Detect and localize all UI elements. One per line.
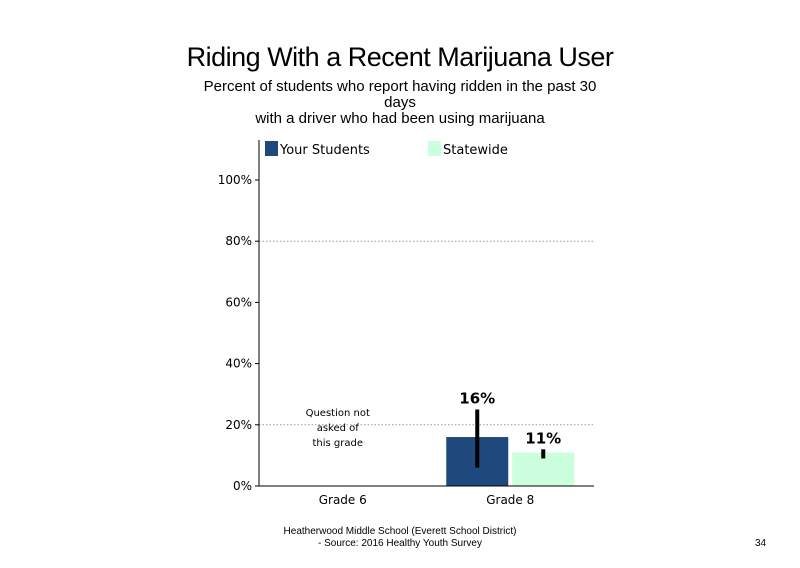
y-axis-ticks: 0% 20% 40% 60% 80% 100%: [218, 173, 259, 493]
no-data-note: Question not asked of this grade: [306, 408, 370, 449]
gridlines: [259, 240, 594, 426]
y-tick-label: 80%: [225, 234, 252, 248]
bars: [446, 409, 575, 486]
legend-swatch-your-students: [265, 141, 278, 156]
subtitle-line-1: Percent of students who report having ri…: [203, 78, 597, 95]
y-tick-label: 60%: [225, 295, 252, 309]
subtitle-line-2: days: [384, 94, 416, 111]
note-line-3: this grade: [312, 438, 363, 449]
y-tick-label: 0%: [233, 479, 252, 493]
chart-subtitle: Percent of students who report having ri…: [170, 79, 630, 127]
x-tick-label-grade-6: Grade 6: [319, 493, 367, 507]
legend: Your Students Statewide: [265, 141, 508, 158]
data-label-your-students-grade-8: 16%: [459, 390, 495, 408]
bar-chart: Your Students Statewide 0% 20% 40% 60% 80% 10…: [218, 140, 594, 507]
footer-line-2: - Source: 2016 Healthy Youth Survey: [318, 538, 482, 549]
footer-line-1: Heatherwood Middle School (Everett Schoo…: [283, 526, 517, 537]
note-line-2: asked of: [317, 423, 360, 434]
legend-swatch-statewide: [428, 141, 441, 156]
data-labels: 16% 11%: [459, 390, 561, 448]
data-label-statewide-grade-8: 11%: [525, 429, 561, 447]
page-number: 34: [755, 538, 767, 549]
chart-title: Riding With a Recent Marijuana User: [186, 42, 614, 72]
legend-label-statewide: Statewide: [443, 143, 508, 158]
note-line-1: Question not: [306, 408, 370, 419]
y-tick-label: 40%: [225, 357, 252, 371]
y-tick-label: 20%: [225, 418, 252, 432]
x-tick-label-grade-8: Grade 8: [486, 493, 534, 507]
y-tick-label: 100%: [218, 173, 252, 187]
subtitle-line-3: with a driver who had been using marijua…: [255, 110, 545, 127]
legend-label-your-students: Your Students: [279, 143, 370, 158]
footer: Heatherwood Middle School (Everett Schoo…: [230, 526, 570, 550]
x-axis-ticks: Grade 6 Grade 8: [319, 493, 535, 507]
